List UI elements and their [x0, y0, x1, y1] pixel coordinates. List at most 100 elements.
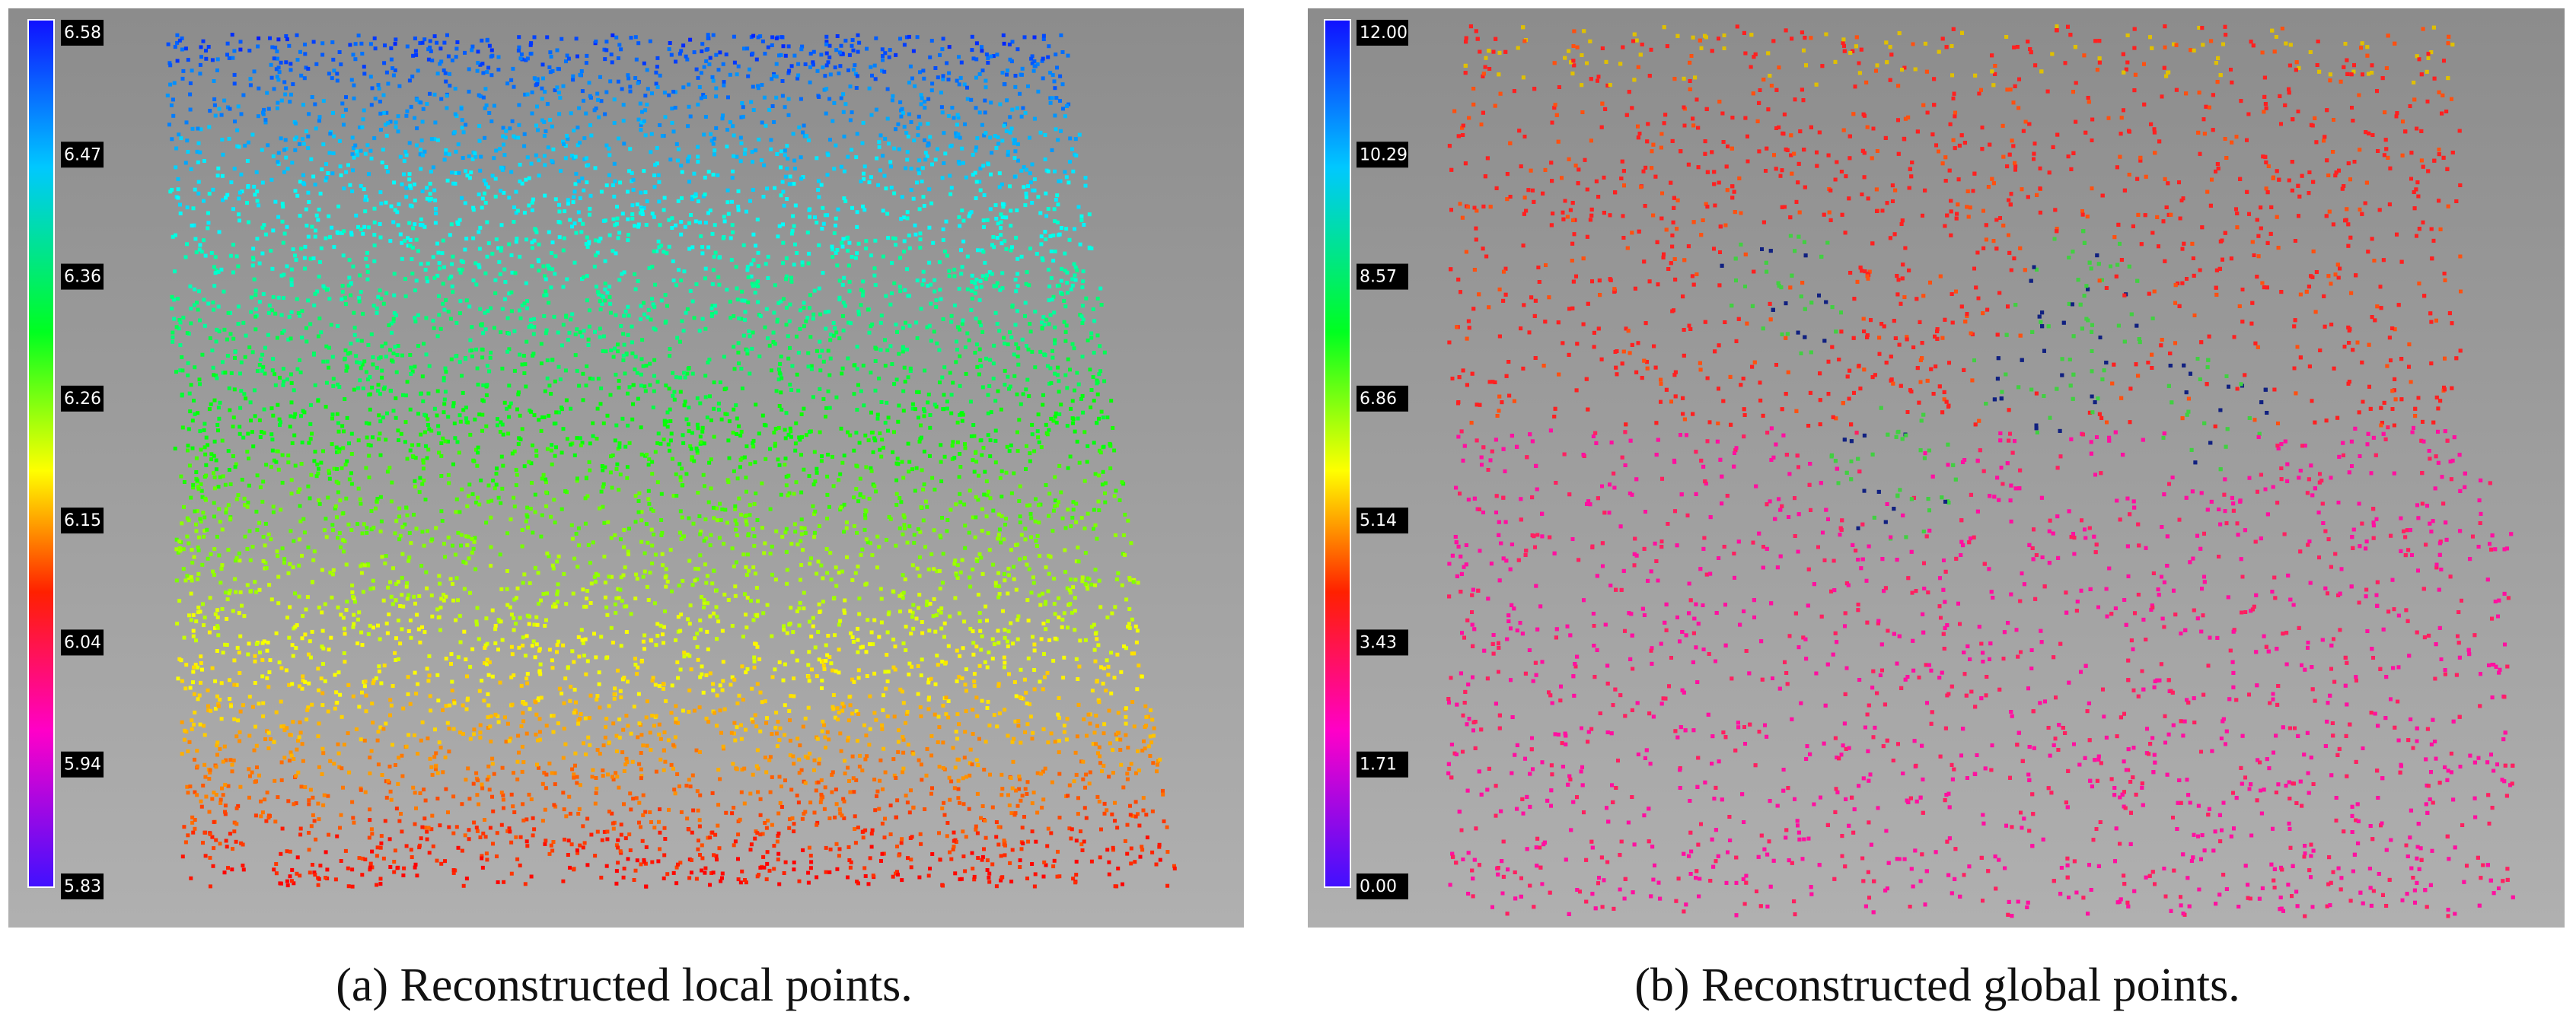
point [621, 119, 626, 123]
point [799, 453, 803, 457]
point [652, 215, 656, 219]
point [863, 757, 868, 762]
point [553, 88, 557, 93]
point [201, 602, 205, 606]
point [637, 762, 642, 766]
point [811, 49, 816, 54]
point [707, 62, 712, 67]
point [1012, 156, 1017, 161]
point [485, 858, 489, 862]
point [241, 867, 246, 872]
point [324, 236, 328, 240]
point [1126, 746, 1130, 750]
point [171, 97, 175, 102]
point [909, 167, 913, 171]
point [486, 775, 491, 779]
point [700, 425, 705, 430]
point [678, 509, 683, 514]
point [919, 93, 923, 97]
point [190, 718, 194, 723]
point [838, 811, 843, 816]
point [384, 554, 388, 558]
point [710, 282, 715, 286]
point [487, 111, 492, 115]
point [758, 313, 763, 318]
point [902, 515, 907, 520]
point [699, 96, 703, 100]
point [932, 528, 936, 533]
point [258, 358, 263, 361]
point [224, 196, 228, 200]
point [410, 454, 415, 459]
point [1082, 223, 1086, 227]
point [797, 435, 802, 440]
point [725, 145, 729, 149]
point [432, 137, 437, 142]
point [574, 231, 579, 235]
point [1066, 508, 1070, 512]
point [907, 469, 911, 474]
point [650, 679, 655, 683]
point [214, 339, 218, 344]
point [467, 304, 472, 309]
point [951, 847, 955, 851]
point [530, 481, 534, 485]
point [544, 331, 548, 336]
point [898, 256, 902, 260]
point [533, 565, 537, 570]
point [854, 709, 859, 714]
point [195, 749, 199, 753]
point [571, 74, 575, 78]
point [279, 98, 284, 103]
point [266, 746, 271, 750]
point [598, 752, 602, 756]
point [630, 203, 635, 208]
point [988, 438, 993, 443]
point [1046, 619, 1050, 623]
point [475, 68, 480, 73]
point [1103, 491, 1107, 495]
point [202, 323, 207, 328]
point [313, 450, 317, 454]
point [512, 220, 516, 224]
point [965, 287, 970, 291]
point [893, 644, 897, 649]
point [595, 748, 600, 752]
point [977, 372, 981, 377]
point [613, 346, 617, 351]
point [1035, 771, 1040, 775]
point [825, 730, 830, 734]
point [861, 120, 866, 125]
point [188, 284, 193, 288]
point [522, 132, 527, 136]
point [697, 514, 702, 518]
point [744, 489, 748, 494]
point [809, 860, 814, 864]
point [1038, 130, 1043, 135]
point [389, 703, 394, 708]
point [359, 788, 363, 792]
point [175, 622, 180, 626]
point [206, 704, 210, 708]
point [1066, 466, 1070, 470]
point [374, 676, 378, 680]
point [910, 835, 914, 839]
point [540, 118, 544, 123]
point [289, 478, 294, 482]
point [1084, 816, 1089, 820]
point [293, 412, 298, 416]
point [676, 199, 681, 203]
point [991, 361, 996, 366]
point [478, 94, 483, 99]
point [435, 858, 439, 863]
point [419, 432, 423, 437]
point [203, 775, 208, 779]
point [341, 616, 346, 620]
point [547, 554, 551, 558]
point [388, 119, 393, 124]
point [716, 823, 720, 828]
point [1111, 748, 1115, 753]
point [1050, 348, 1054, 353]
point [961, 239, 966, 243]
point [446, 439, 450, 444]
